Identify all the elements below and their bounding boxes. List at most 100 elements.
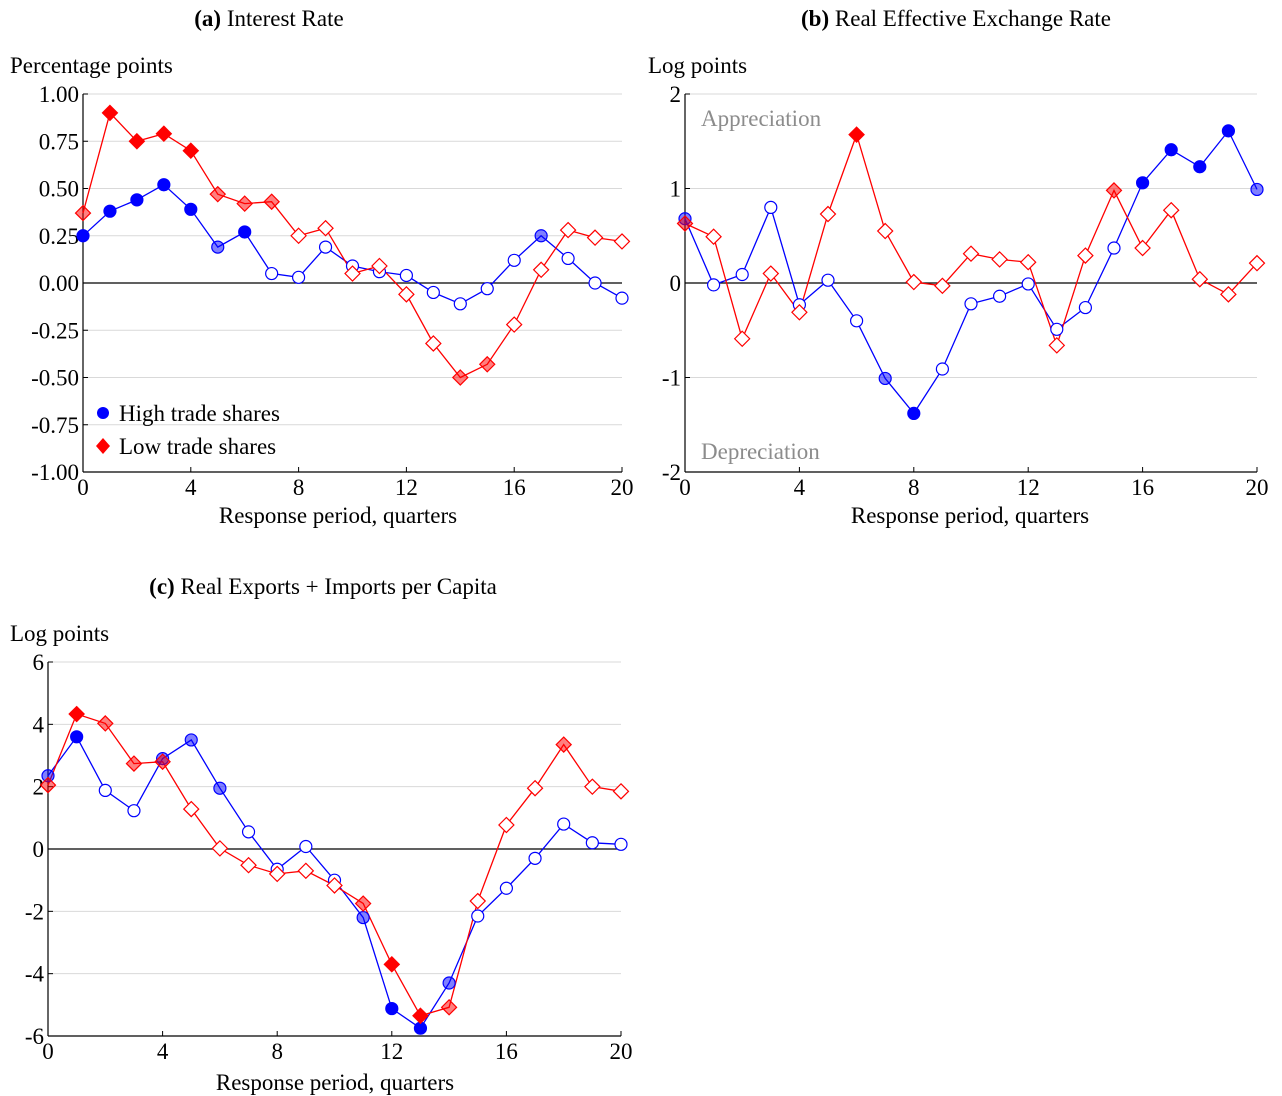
y-tick-label: 2 [670,82,682,107]
data-point-low [791,303,808,321]
data-point-low [1162,201,1180,219]
y-tick-label: 0.50 [39,177,79,202]
data-point-low [705,228,722,246]
data-point-high [935,362,950,376]
data-point-low [240,856,257,874]
data-point-high [588,276,602,290]
data-point-low [612,782,630,800]
data-point-low [819,205,837,223]
panel-a-title-prefix: (a) [194,6,221,31]
data-point-low [469,892,487,910]
data-point-low [128,132,146,150]
data-point-high [356,910,370,925]
data-point-low [555,736,573,753]
panel-a-title: (a) Interest Rate [194,6,343,31]
data-point-high [1164,143,1178,157]
data-point-high [878,371,892,386]
data-point-high [103,204,117,218]
y-tick-label: 1.00 [39,82,79,107]
data-point-low [344,265,361,282]
data-point-low [762,265,780,282]
panel-c-title: (c) Real Exports + Imports per Capita [149,574,497,599]
data-point-high [265,266,279,281]
data-point-low [297,862,315,880]
data-point-low [211,840,229,857]
y-tick-label: -0.25 [31,318,79,343]
data-point-low [398,285,415,303]
data-point-high [157,178,171,192]
data-point-high [992,289,1007,303]
series-low-line [82,111,623,379]
data-point-high [735,267,749,282]
data-point-high [442,976,456,990]
panel-b-ylabel: Log points [648,53,747,78]
data-point-low [1248,254,1266,272]
x-tick-label: 8 [271,1039,283,1064]
x-tick-label: 4 [185,475,197,500]
panel-c-xlabel: Response period, quarters [216,1070,454,1095]
data-point-high [184,733,198,747]
x-tick-label: 16 [503,475,526,500]
y-tick-label: -1.00 [31,460,79,485]
data-point-low [317,219,334,237]
data-point-low [1048,337,1066,354]
data-point-high [1107,241,1121,255]
data-point-low [96,715,114,732]
x-tick-label: 0 [42,1039,54,1064]
data-point-high [615,291,629,305]
data-point-low [182,142,200,160]
panel-b-title: (b) Real Effective Exchange Rate [801,6,1111,31]
data-point-high [76,229,90,243]
data-point-low [74,204,92,222]
x-tick-label: 4 [157,1039,169,1064]
data-point-low [326,877,343,894]
data-point-low [478,355,496,373]
data-point-low [1105,182,1123,199]
y-tick-label: -4 [25,962,45,987]
data-point-high [849,314,864,328]
data-point-high [385,1001,399,1016]
data-point-high [453,297,467,311]
panel-a-title-text: Interest Rate [227,6,344,31]
data-point-high [764,200,778,214]
panel-b-title-prefix: (b) [801,6,829,31]
y-tick-label: -0.75 [31,413,79,438]
x-tick-label: 16 [1131,475,1154,500]
data-point-high [1050,322,1064,336]
x-tick-label: 12 [380,1039,403,1064]
data-point-high [821,273,835,287]
data-point-low [125,755,143,772]
data-point-high [127,804,141,818]
data-point-high [184,202,198,216]
data-point-low [182,800,200,818]
data-point-low [440,998,458,1016]
data-point-low [412,1007,429,1025]
panel-c-ylabel: Log points [10,621,109,646]
y-tick-label: 0.00 [39,271,79,296]
data-point-low [155,125,173,143]
data-point-low [1134,239,1151,257]
panel-exchange-rate: (b) Real Effective Exchange Rate Log poi… [648,6,1269,528]
data-point-low [383,955,401,973]
panel-a-xlabel: Response period, quarters [219,503,457,528]
data-point-high [1193,160,1207,174]
x-tick-label: 4 [794,475,806,500]
data-point-low [290,227,307,245]
data-point-high [1021,277,1035,291]
data-point-high [528,851,542,865]
series-low-line [684,132,1258,348]
data-point-low [371,257,388,275]
data-point-low [848,126,865,143]
data-point-high [1221,124,1236,138]
data-point-high [585,836,599,850]
data-point-high [1250,182,1264,197]
data-point-low [559,221,577,239]
data-point-high [238,225,252,239]
y-tick-label: -6 [25,1024,44,1049]
panel-a-legend: High trade shares Low trade shares [96,401,280,459]
panel-b-plot-area: 210-1-20 4 8 12 16 20 [662,82,1269,500]
data-point-low [451,369,469,386]
panel-a-plot-area: 1.00 0.75 0.50 0.25 0.00 -0.25 -0.50 -0.75 -1.00… [31,82,633,500]
data-point-high [534,229,548,243]
